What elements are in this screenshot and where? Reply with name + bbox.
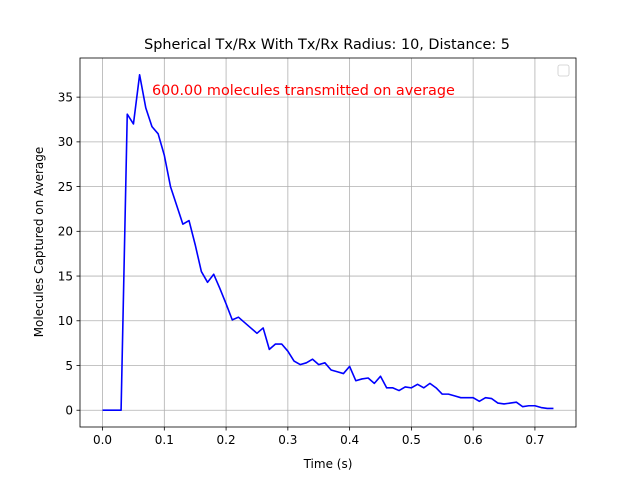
x-tick-label: 0.4: [340, 433, 359, 447]
chart-annotation: 600.00 molecules transmitted on average: [152, 83, 455, 99]
x-tick-label: 0.6: [464, 433, 483, 447]
y-tick-label: 25: [58, 180, 73, 194]
series-line: [102, 73, 554, 412]
x-tick-label: 0.1: [155, 433, 174, 447]
y-tick-label: 10: [58, 314, 73, 328]
ticks: 0.0 0.1 0.2 0.3 0.4 0.5 0.6 0.7 0 5 10 15 20 25 30 35: [58, 90, 545, 447]
y-tick-label: 35: [58, 90, 73, 104]
x-tick-label: 0.5: [402, 433, 421, 447]
axes-frame: [79, 57, 577, 428]
y-tick-label: 30: [58, 135, 73, 149]
y-tick-label: 20: [58, 225, 73, 239]
x-axis-label: Time (s): [303, 457, 353, 471]
x-tick-label: 0.3: [278, 433, 297, 447]
chart-title: Spherical Tx/Rx With Tx/Rx Radius: 10, D…: [144, 37, 510, 53]
y-tick-label: 15: [58, 269, 73, 283]
y-tick-label: 0: [65, 404, 73, 418]
x-tick-label: 0.7: [525, 433, 544, 447]
series-layer: [102, 73, 554, 412]
y-axis-label: Molecules Captured on Average: [32, 147, 46, 338]
x-tick-label: 0.0: [93, 433, 112, 447]
x-tick-label: 0.2: [217, 433, 236, 447]
legend-box: [557, 64, 570, 77]
y-tick-label: 5: [65, 359, 73, 373]
